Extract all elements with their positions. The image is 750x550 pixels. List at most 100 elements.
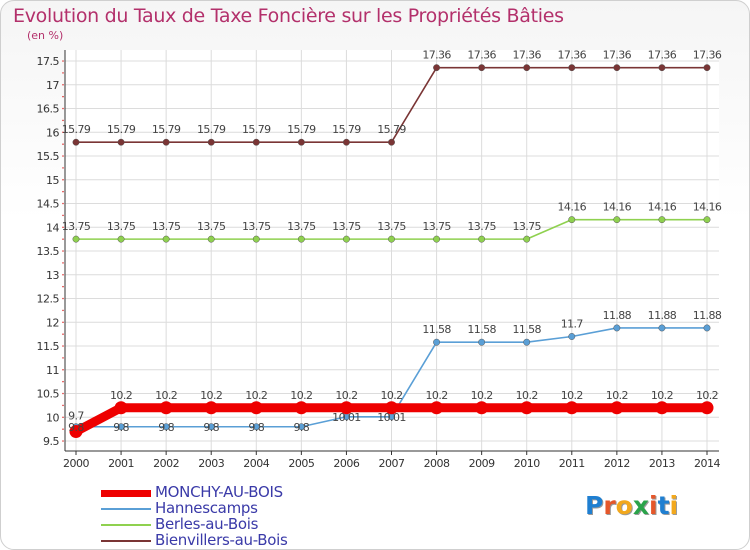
data-point-berles <box>72 235 80 243</box>
data-point-bienvillers <box>568 64 576 72</box>
data-point-hannescamps <box>568 333 576 340</box>
proxiti-logo: Proxiti <box>585 491 678 520</box>
logo-letter: r <box>603 491 616 520</box>
data-label-hannescamps: 9.8 <box>203 421 219 434</box>
y-minor-dot <box>62 262 64 264</box>
y-tick-label: 10.5 <box>37 388 60 401</box>
y-tick-label: 10 <box>46 411 59 424</box>
data-point-monchy <box>294 401 308 415</box>
data-point-berles <box>478 235 486 243</box>
data-point-hannescamps <box>117 423 125 431</box>
legend-swatch-hannescamps <box>101 508 151 510</box>
data-point-hannescamps <box>252 423 260 431</box>
data-point-berles <box>207 235 215 243</box>
y-minor-dot <box>62 214 64 217</box>
logo-letter: i <box>649 491 658 520</box>
data-point-hannescamps <box>703 324 711 332</box>
y-minor-dot <box>62 321 64 324</box>
data-point-monchy <box>475 401 489 415</box>
data-label-bienvillers: 15.79 <box>197 123 226 136</box>
data-label-monchy: 10.2 <box>606 389 628 402</box>
data-point-bienvillers <box>72 138 80 146</box>
data-label-monchy: 10.2 <box>335 389 357 402</box>
y-minor-dot <box>62 273 64 276</box>
data-label-berles: 14.16 <box>558 201 587 214</box>
data-point-hannescamps <box>162 423 170 431</box>
data-label-berles: 13.75 <box>242 220 271 233</box>
y-tick-label: 12 <box>46 316 59 329</box>
x-tick-label: 2003 <box>198 457 224 470</box>
data-point-berles <box>342 235 350 243</box>
logo-letter: i <box>669 491 679 520</box>
data-label-hannescamps: 11.7 <box>561 318 584 331</box>
logo-letter: x <box>632 491 649 520</box>
y-tick-label: 17.5 <box>37 55 60 68</box>
y-minor-dot <box>62 131 64 134</box>
y-minor-dot <box>62 167 64 169</box>
data-point-bienvillers <box>703 64 711 72</box>
y-minor-dot <box>62 250 64 252</box>
data-label-bienvillers: 17.36 <box>467 49 496 62</box>
x-tick-label: 2011 <box>559 457 585 470</box>
data-label-berles: 13.75 <box>332 220 361 233</box>
data-label-monchy: 10.2 <box>426 389 448 402</box>
y-tick-label: 13 <box>46 269 59 282</box>
legend-label-monchy: MONCHY-AU-BOIS <box>155 483 283 501</box>
y-minor-dot <box>62 392 64 395</box>
data-label-hannescamps: 9.8 <box>158 421 174 434</box>
data-point-hannescamps <box>433 338 441 346</box>
y-minor-dot <box>62 143 64 145</box>
y-minor-dot <box>62 72 64 74</box>
data-point-monchy <box>339 401 353 415</box>
data-point-hannescamps <box>613 324 621 332</box>
data-point-monchy <box>610 401 624 415</box>
y-minor-dot <box>62 368 64 371</box>
y-tick-label: 12.5 <box>37 293 60 306</box>
y-tick-label: 15 <box>46 174 59 187</box>
y-minor-dot <box>62 202 64 205</box>
x-tick-label: 2001 <box>108 457 134 470</box>
y-tick-label: 13.5 <box>37 245 60 258</box>
data-label-berles: 14.16 <box>603 201 632 214</box>
data-label-berles: 13.75 <box>62 220 91 233</box>
data-label-monchy: 10.2 <box>380 389 402 402</box>
data-label-bienvillers: 15.79 <box>332 123 361 136</box>
data-label-berles: 13.75 <box>377 220 406 233</box>
y-minor-dot <box>62 333 64 335</box>
data-point-monchy <box>565 401 579 415</box>
data-point-berles <box>523 235 531 243</box>
data-point-berles <box>658 216 666 224</box>
data-label-hannescamps: 9.8 <box>113 421 129 434</box>
y-minor-dot <box>62 83 64 86</box>
data-label-hannescamps: 10.01 <box>377 411 406 424</box>
data-label-hannescamps: 11.58 <box>512 323 541 336</box>
data-label-berles: 14.16 <box>648 201 677 214</box>
data-label-bienvillers: 17.36 <box>648 49 677 62</box>
data-point-hannescamps <box>658 324 666 332</box>
data-point-bienvillers <box>523 64 531 72</box>
data-point-berles <box>568 216 576 224</box>
logo-letter: o <box>615 491 633 520</box>
legend-label-bienvillers: Bienvillers-au-Bois <box>155 531 288 549</box>
y-minor-dot <box>62 357 64 359</box>
x-tick-label: 2010 <box>514 457 540 470</box>
data-label-bienvillers: 17.36 <box>693 49 722 62</box>
data-point-monchy <box>655 401 669 415</box>
data-label-bienvillers: 17.36 <box>422 49 451 62</box>
y-minor-dot <box>62 416 64 419</box>
x-tick-label: 2006 <box>333 457 359 470</box>
data-label-monchy: 10.2 <box>696 389 718 402</box>
data-point-hannescamps <box>207 423 215 431</box>
data-label-bienvillers: 15.79 <box>107 123 136 136</box>
data-label-bienvillers: 15.79 <box>152 123 181 136</box>
data-point-bienvillers <box>433 64 441 72</box>
data-labels: 9.7 10.2 10.2 10.2 10.2 10.2 10.2 10.2 10.2 10.2 1… <box>62 49 723 434</box>
data-point-monchy <box>114 401 128 415</box>
data-point-bienvillers <box>207 138 215 146</box>
data-label-berles: 13.75 <box>197 220 226 233</box>
data-label-hannescamps: 9.8 <box>294 421 310 434</box>
x-tick-label: 2008 <box>424 457 450 470</box>
logo-letter: t <box>657 491 670 520</box>
data-point-bienvillers <box>388 138 395 146</box>
